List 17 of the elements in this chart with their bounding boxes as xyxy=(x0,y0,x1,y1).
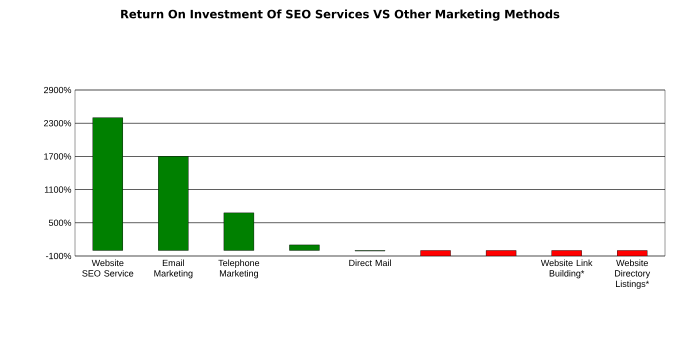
y-tick-label: 2900% xyxy=(44,86,72,94)
y-tick-label: 1100% xyxy=(44,186,72,193)
y-tick-label: -100% xyxy=(46,252,72,260)
y-tick-label: 2300% xyxy=(44,120,72,126)
bar xyxy=(158,156,189,251)
bar xyxy=(289,244,320,251)
x-tick-label: Email Marketing xyxy=(154,260,192,278)
x-tick-label: Telephone Marketing xyxy=(218,260,260,278)
bar xyxy=(92,117,123,251)
y-tick-label: 1700% xyxy=(44,153,72,160)
x-tick-label: Direct Mail xyxy=(349,260,391,266)
x-tick-label: Website Directory Listings* xyxy=(615,260,650,289)
chart-title: Return On Investment Of SEO Services VS Other Marketing Methods xyxy=(121,10,560,21)
y-tick-label: 500% xyxy=(48,220,72,226)
x-tick-label: Website Link Building* xyxy=(540,260,593,278)
bar xyxy=(224,212,254,251)
x-tick-label: Website SEO Service xyxy=(82,260,134,277)
